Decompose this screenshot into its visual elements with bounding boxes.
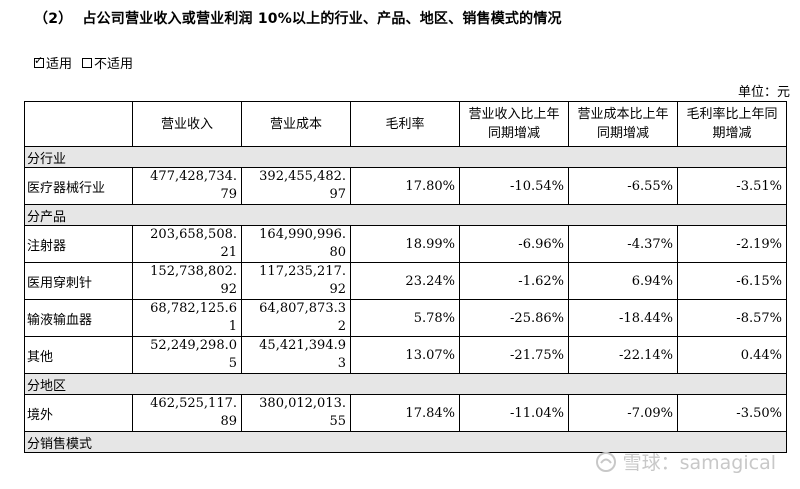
section-row-industry: 分行业 (24, 146, 787, 168)
revenue-cell: 52,249,298.0 5 (132, 336, 242, 374)
cost-change-cell: -4.37% (568, 225, 678, 263)
margin-change-cell: -8.57% (677, 299, 787, 337)
section-title: 占公司营业收入或营业利润 10%以上的行业、产品、地区、销售模式的情况 (82, 11, 562, 27)
section-title: 分销售模式 (24, 431, 787, 453)
table-header-row: 营业收入 营业成本 毛利率 营业收入比上年同期增减 营业成本比上年同期增减 毛利… (24, 101, 787, 147)
applicable-option[interactable]: 适用 (34, 53, 72, 72)
row-label: 其他 (24, 336, 133, 374)
table-row: 境外 462,525,117. 89 380,012,013. 55 17.84% … (24, 394, 787, 432)
section-heading: （2） 占公司营业收入或营业利润 10%以上的行业、产品、地区、销售模式的情况 (34, 8, 562, 28)
revenue-cell: 203,658,508. 21 (132, 225, 242, 263)
table-row: 医疗器械行业 477,428,734. 79 392,455,482. 97 17.… (24, 167, 787, 205)
not-applicable-label: 不适用 (94, 57, 134, 72)
section-title: 分产品 (24, 204, 787, 226)
margin-cell: 18.99% (350, 225, 460, 263)
section-row-product: 分产品 (24, 204, 787, 226)
column-header-margin-change: 毛利率比上年同期增减 (677, 101, 787, 147)
revenue-cell: 477,428,734. 79 (132, 167, 242, 205)
margin-cell: 23.24% (350, 262, 460, 300)
row-label: 境外 (24, 394, 133, 432)
margin-change-cell: 0.44% (677, 336, 787, 374)
column-header-cost-change: 营业成本比上年同期增减 (568, 101, 678, 147)
not-applicable-option[interactable]: 不适用 (82, 53, 133, 72)
cost-cell: 392,455,482. 97 (241, 167, 351, 205)
revenue-change-cell: -10.54% (459, 167, 569, 205)
applicable-label: 适用 (46, 57, 73, 72)
table-row: 医用穿刺针 152,738,802. 92 117,235,217. 92 23.2… (24, 262, 787, 300)
column-header-blank (24, 101, 133, 147)
margin-change-cell: -6.15% (677, 262, 787, 300)
unit-note: 单位：元 (738, 81, 790, 100)
unit-value: 元 (777, 85, 791, 100)
column-header-revenue: 营业收入 (132, 101, 242, 147)
segment-revenue-table: 营业收入 营业成本 毛利率 营业收入比上年同期增减 营业成本比上年同期增减 毛利… (24, 101, 787, 453)
cost-cell: 64,807,873.3 2 (241, 299, 351, 337)
revenue-cell: 462,525,117. 89 (132, 394, 242, 432)
margin-cell: 13.07% (350, 336, 460, 374)
checked-checkbox-icon[interactable] (34, 54, 44, 68)
row-label: 医疗器械行业 (24, 167, 133, 205)
revenue-cell: 152,738,802. 92 (132, 262, 242, 300)
cost-change-cell: -22.14% (568, 336, 678, 374)
applicability-options: 适用 不适用 (34, 53, 139, 72)
column-header-gross-margin: 毛利率 (350, 101, 460, 147)
cost-change-cell: 6.94% (568, 262, 678, 300)
section-row-sales-mode: 分销售模式 (24, 431, 787, 453)
margin-cell: 17.80% (350, 167, 460, 205)
column-header-revenue-change: 营业收入比上年同期增减 (459, 101, 569, 147)
snowball-logo-icon (595, 451, 616, 472)
revenue-change-cell: -25.86% (459, 299, 569, 337)
margin-change-cell: -3.50% (677, 394, 787, 432)
column-header-cost: 营业成本 (241, 101, 351, 147)
table-row: 注射器 203,658,508. 21 164,990,996. 80 18.99%… (24, 225, 787, 263)
watermark: 雪球：samagical (595, 448, 776, 475)
table-row: 其他 52,249,298.0 5 45,421,394.9 3 13.07% -2… (24, 336, 787, 374)
margin-cell: 17.84% (350, 394, 460, 432)
cost-change-cell: -6.55% (568, 167, 678, 205)
cost-change-cell: -7.09% (568, 394, 678, 432)
section-title: 分行业 (24, 146, 787, 168)
row-label: 医用穿刺针 (24, 262, 133, 300)
cost-cell: 380,012,013. 55 (241, 394, 351, 432)
margin-change-cell: -3.51% (677, 167, 787, 205)
cost-cell: 117,235,217. 92 (241, 262, 351, 300)
revenue-change-cell: -1.62% (459, 262, 569, 300)
unchecked-checkbox-icon[interactable] (82, 57, 93, 68)
revenue-cell: 68,782,125.6 1 (132, 299, 242, 337)
revenue-change-cell: -11.04% (459, 394, 569, 432)
revenue-change-cell: -6.96% (459, 225, 569, 263)
section-number: （2） (34, 11, 73, 27)
row-label: 输液输血器 (24, 299, 133, 337)
section-title: 分地区 (24, 373, 787, 395)
cost-change-cell: -18.44% (568, 299, 678, 337)
revenue-change-cell: -21.75% (459, 336, 569, 374)
cost-cell: 164,990,996. 80 (241, 225, 351, 263)
unit-label: 单位： (738, 85, 778, 100)
table-row: 输液输血器 68,782,125.6 1 64,807,873.3 2 5.78% … (24, 299, 787, 337)
margin-change-cell: -2.19% (677, 225, 787, 263)
row-label: 注射器 (24, 225, 133, 263)
cost-cell: 45,421,394.9 3 (241, 336, 351, 374)
watermark-text: 雪球：samagical (622, 452, 776, 474)
margin-cell: 5.78% (350, 299, 460, 337)
section-row-region: 分地区 (24, 373, 787, 395)
